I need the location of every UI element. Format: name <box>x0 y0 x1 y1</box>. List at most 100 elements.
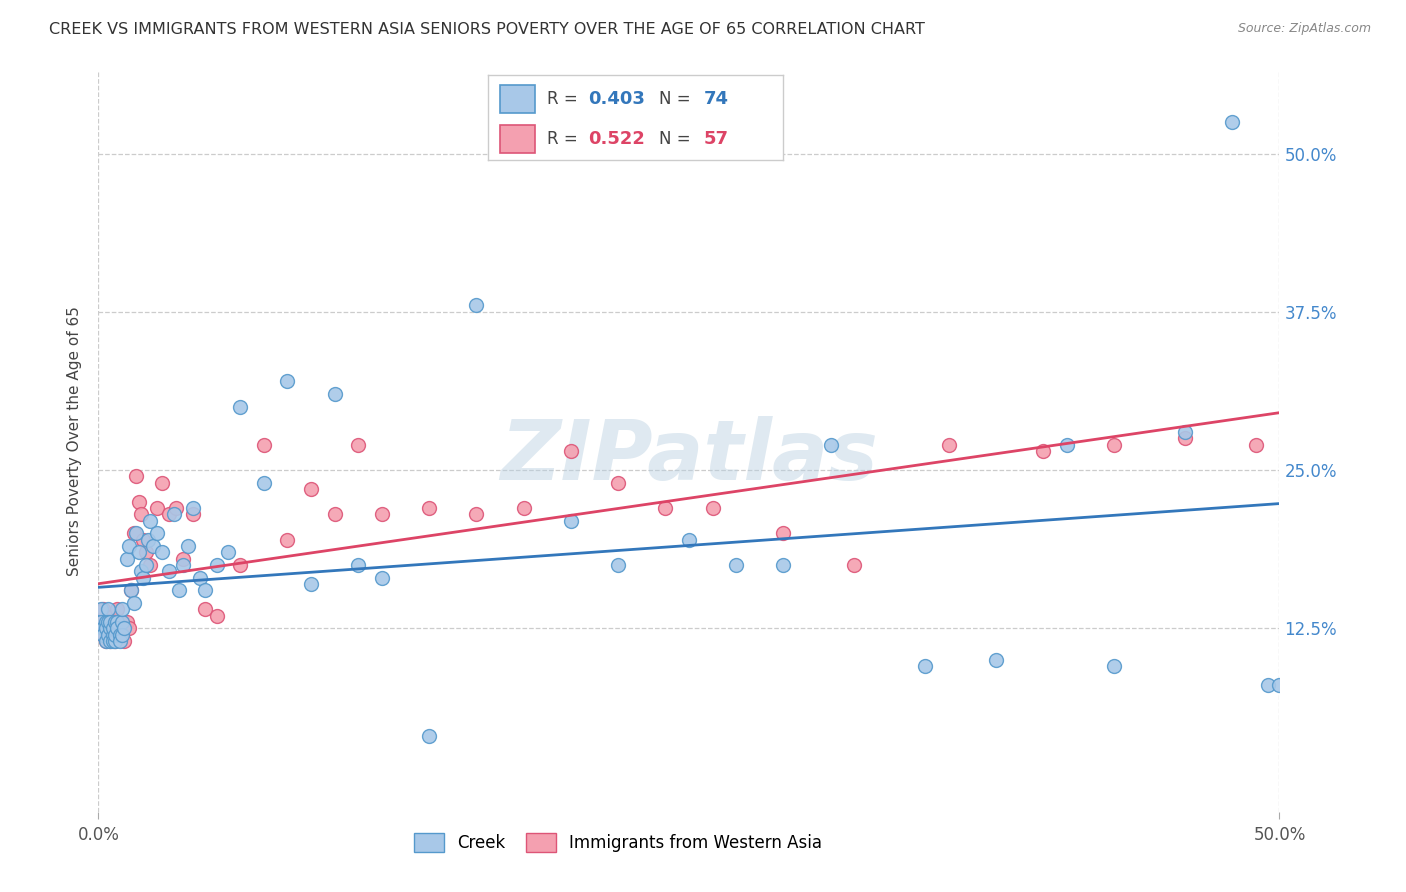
Point <box>607 475 630 490</box>
Point <box>94 615 117 629</box>
Point <box>217 545 239 559</box>
Point <box>181 500 204 515</box>
Point <box>1174 431 1197 445</box>
Point <box>132 571 155 585</box>
Point <box>132 533 155 547</box>
Point <box>90 602 112 616</box>
Point <box>205 608 228 623</box>
Point <box>725 558 748 572</box>
Point <box>702 500 724 515</box>
Point <box>465 508 488 522</box>
Point <box>560 444 582 458</box>
Point <box>1257 678 1279 692</box>
Point <box>371 571 394 585</box>
Point <box>97 621 120 635</box>
Point <box>101 633 124 648</box>
Point <box>128 545 150 559</box>
Point <box>111 627 134 641</box>
Point <box>560 514 582 528</box>
Point <box>194 602 217 616</box>
Point <box>371 508 394 522</box>
Text: Source: ZipAtlas.com: Source: ZipAtlas.com <box>1237 22 1371 36</box>
Point <box>150 475 173 490</box>
Point <box>91 621 114 635</box>
Point <box>129 508 152 522</box>
Point <box>98 615 121 629</box>
Point <box>229 400 252 414</box>
Point <box>98 633 121 648</box>
Point <box>125 526 148 541</box>
Point <box>157 564 180 578</box>
Point <box>678 533 700 547</box>
Point <box>938 438 960 452</box>
Point <box>654 500 676 515</box>
Point <box>465 298 488 312</box>
Point <box>112 633 135 648</box>
Point <box>844 558 866 572</box>
Point <box>104 627 127 641</box>
Point <box>108 633 131 648</box>
Point <box>984 653 1007 667</box>
Point <box>418 500 440 515</box>
Point <box>118 539 141 553</box>
Point <box>118 621 141 635</box>
Point <box>101 627 124 641</box>
Point <box>98 615 121 629</box>
Point <box>1102 659 1125 673</box>
Point <box>90 615 112 629</box>
Point <box>125 469 148 483</box>
Point <box>772 558 794 572</box>
Point <box>299 577 322 591</box>
Point <box>97 627 120 641</box>
Point <box>108 615 131 629</box>
Point <box>90 615 112 629</box>
Point <box>347 438 370 452</box>
Point <box>205 558 228 572</box>
Point <box>772 526 794 541</box>
Text: ZIPatlas: ZIPatlas <box>501 416 877 497</box>
Point <box>101 608 124 623</box>
Point <box>105 602 128 616</box>
Point <box>323 387 346 401</box>
Point <box>104 633 127 648</box>
Point <box>1032 444 1054 458</box>
Point <box>91 627 114 641</box>
Point <box>323 508 346 522</box>
Point <box>105 627 128 641</box>
Point <box>253 475 276 490</box>
Point <box>167 583 190 598</box>
Point <box>177 539 200 553</box>
Point <box>112 621 135 635</box>
Point <box>299 482 322 496</box>
Point <box>157 508 180 522</box>
Point <box>276 533 298 547</box>
Point <box>91 602 114 616</box>
Point <box>94 621 117 635</box>
Point <box>820 438 842 452</box>
Point <box>97 615 120 629</box>
Point <box>1268 678 1291 692</box>
Point <box>135 545 157 559</box>
Point <box>276 375 298 389</box>
Point <box>105 615 128 629</box>
Point <box>1220 115 1243 129</box>
Point <box>104 615 127 629</box>
Point <box>115 615 138 629</box>
Legend: Creek, Immigrants from Western Asia: Creek, Immigrants from Western Asia <box>408 826 828 859</box>
Point <box>111 621 134 635</box>
Point <box>418 729 440 743</box>
Point <box>101 621 124 635</box>
Point <box>111 615 134 629</box>
Point <box>135 558 157 572</box>
Point <box>146 500 169 515</box>
Point <box>1056 438 1078 452</box>
Point <box>347 558 370 572</box>
Point <box>104 615 127 629</box>
Y-axis label: Seniors Poverty Over the Age of 65: Seniors Poverty Over the Age of 65 <box>67 307 83 576</box>
Point <box>97 602 120 616</box>
Point <box>94 633 117 648</box>
Point <box>115 551 138 566</box>
Point <box>94 633 117 648</box>
Point <box>122 596 145 610</box>
Point <box>97 627 120 641</box>
